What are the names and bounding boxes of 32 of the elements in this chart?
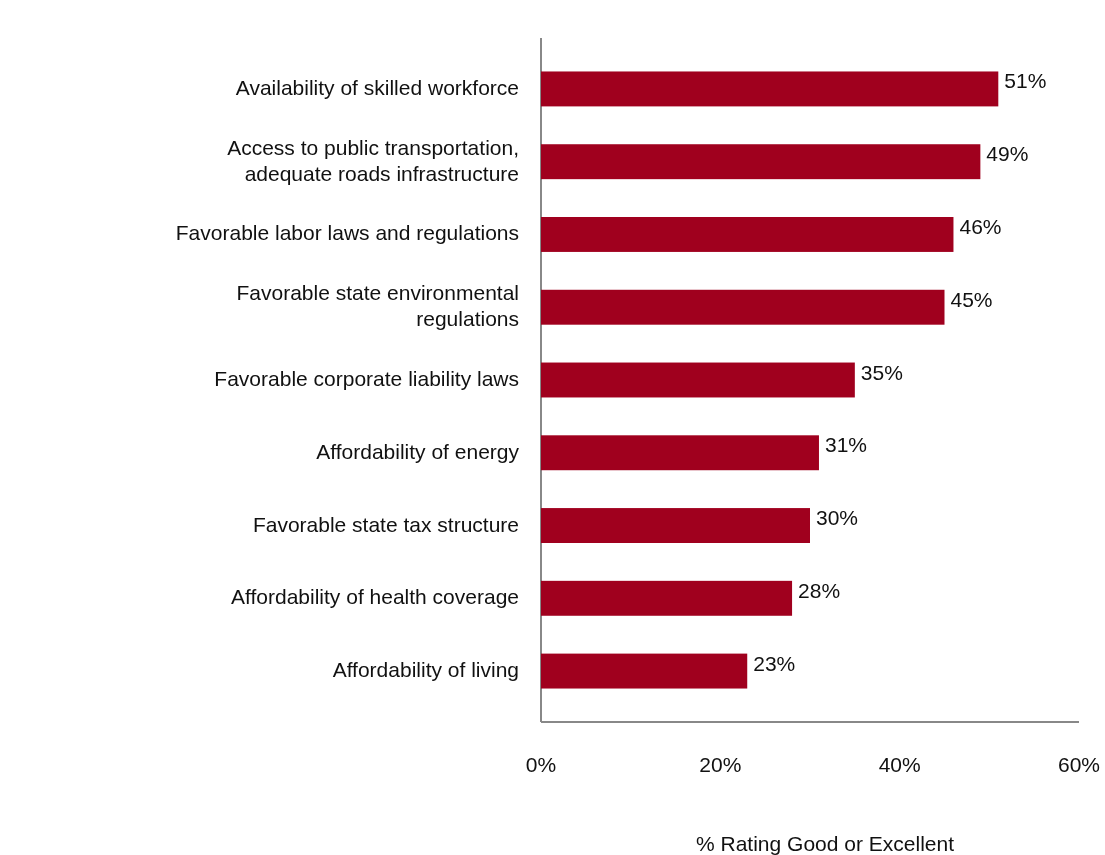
data-label: 23% [753,651,796,675]
x-tick-label: 0% [525,753,557,776]
data-label: 46% [959,215,1002,239]
data-label: 45% [950,287,993,311]
bar [541,362,855,398]
data-label: 49% [986,142,1029,166]
y-tick-label: Favorable labor laws and regulations [175,221,519,245]
data-label: 30% [816,506,859,530]
y-tick-label: Favorable corporate liability laws [214,366,519,390]
data-label: 51% [1004,69,1047,93]
bar [541,580,793,616]
bar [541,508,810,543]
y-tick-label: Affordability of energy [316,439,520,463]
data-label: 28% [798,578,841,602]
x-tick-label: 40% [878,753,921,776]
y-tick-label: Favorable state tax structure [252,512,519,536]
bar [541,71,999,107]
data-label: 35% [860,360,903,384]
y-tick-label: Favorable state environmental regulations [236,280,519,330]
bar [541,653,748,689]
y-tick-label: Availability of skilled workforce [235,75,519,99]
bar [541,289,945,325]
y-tick-label: Affordability of living [332,657,519,681]
y-tick-label: Access to public transportation, adequate roads infrastructure [227,135,519,185]
bar [541,217,954,252]
x-tick-label: 20% [699,753,742,776]
x-tick-label: 60% [1057,753,1101,776]
data-label: 31% [824,433,867,457]
bar [541,435,819,471]
x-axis-title: % Rating Good or Excellent [696,832,955,855]
y-tick-label: Affordability of health coverage [231,584,519,608]
bar [541,144,981,180]
